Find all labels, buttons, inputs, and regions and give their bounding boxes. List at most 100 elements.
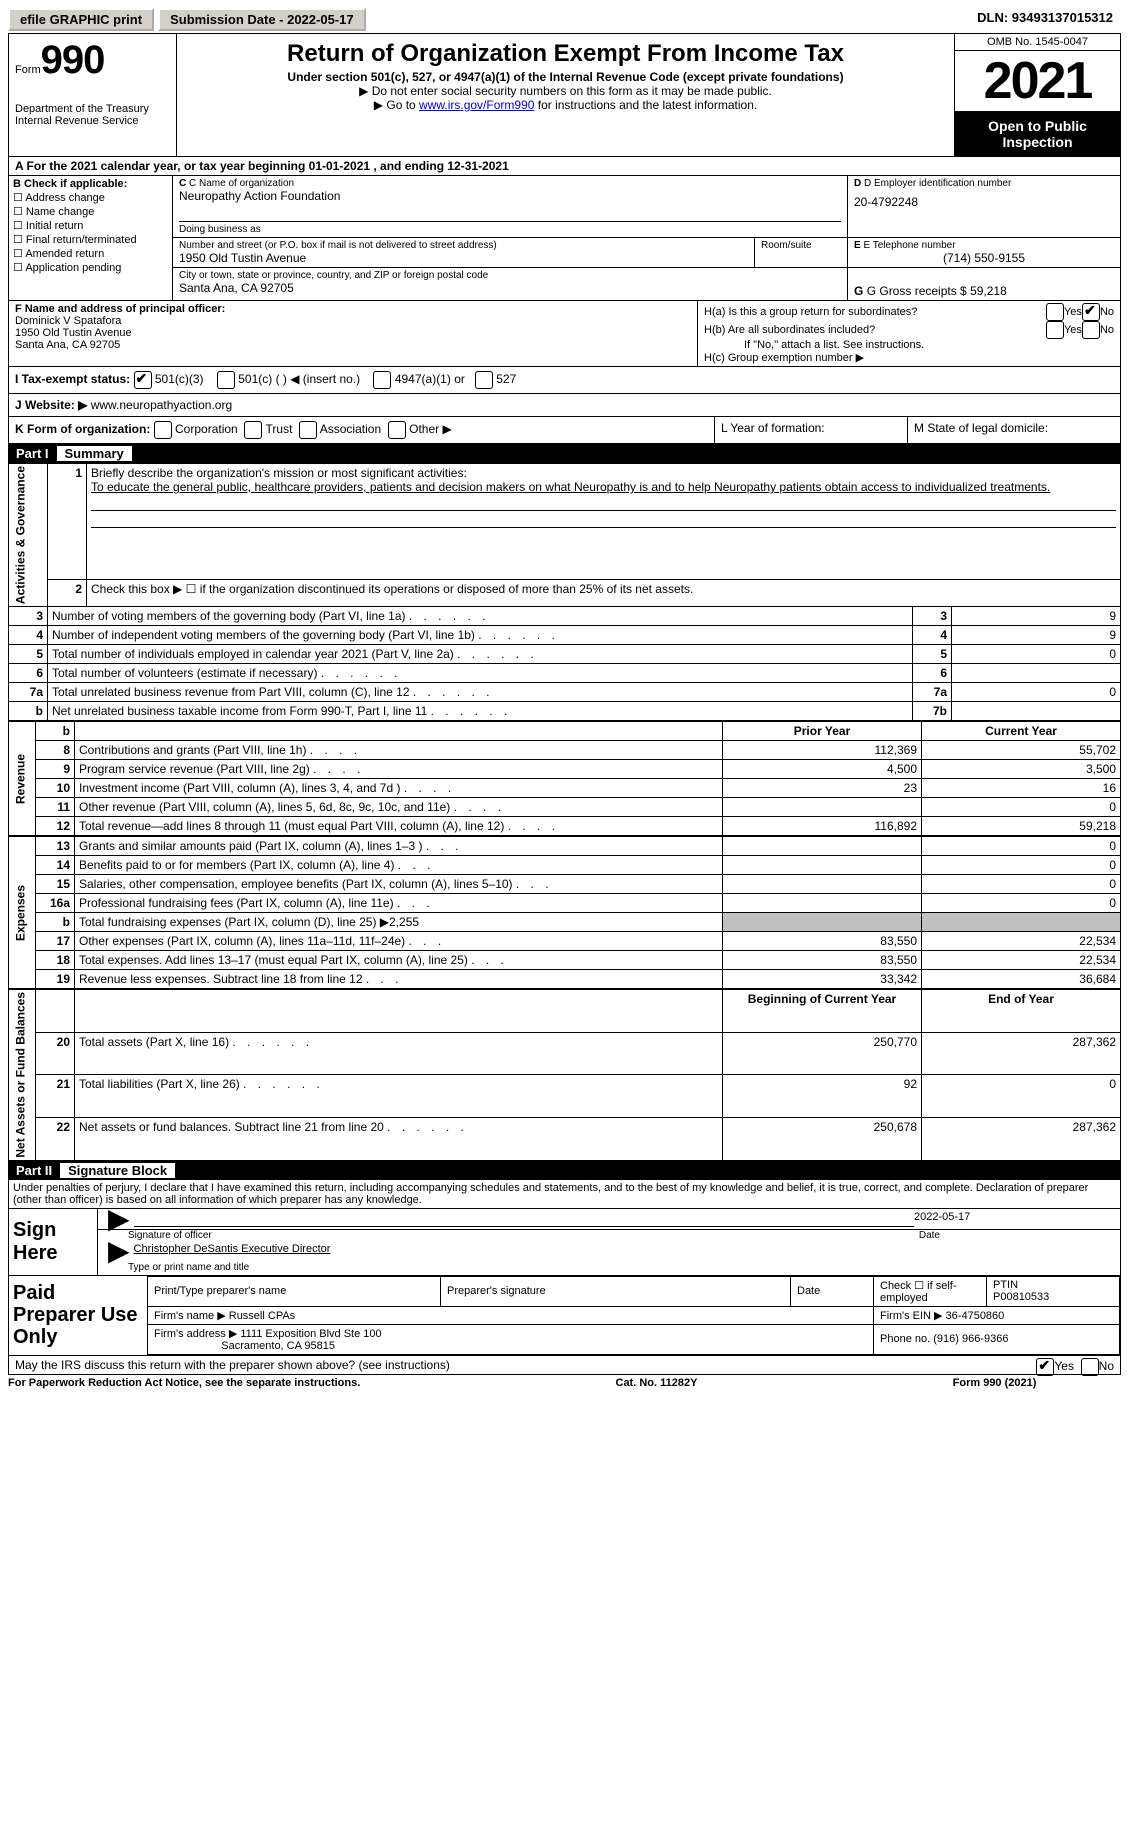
- check-self-employed: Check ☐ if self-employed: [874, 1276, 987, 1306]
- cb-address-change[interactable]: ☐ Address change: [13, 191, 168, 204]
- prep-sig-label: Preparer's signature: [441, 1276, 791, 1306]
- j-label: J Website: ▶: [15, 398, 87, 412]
- header-mid: Return of Organization Exempt From Incom…: [177, 34, 954, 156]
- arrow-icon: ▶: [104, 1243, 134, 1260]
- hb-no-checkbox[interactable]: [1082, 321, 1100, 339]
- room-label: Room/suite: [761, 240, 841, 251]
- q1-label: Briefly describe the organization's miss…: [91, 466, 467, 480]
- submission-date-button[interactable]: Submission Date - 2022-05-17: [158, 8, 366, 31]
- top-bar: efile GRAPHIC print Submission Date - 20…: [8, 8, 1121, 31]
- part2-header: Part II Signature Block: [8, 1161, 1121, 1180]
- discuss-no-checkbox[interactable]: [1081, 1358, 1099, 1376]
- cb-final-return[interactable]: ☐ Final return/terminated: [13, 233, 168, 246]
- part1-label: Part I: [16, 446, 57, 461]
- firm-city: Sacramento, CA 95815: [221, 1340, 335, 1352]
- cb-app-pending[interactable]: ☐ Application pending: [13, 261, 168, 274]
- dln-label: DLN: 93493137015312: [969, 8, 1121, 31]
- ha-yes-checkbox[interactable]: [1046, 303, 1064, 321]
- cb-initial-return[interactable]: ☐ Initial return: [13, 219, 168, 232]
- i-row: I Tax-exempt status: 501(c)(3) 501(c) ( …: [8, 367, 1121, 394]
- footer-mid: Cat. No. 11282Y: [616, 1377, 698, 1389]
- dba-label: Doing business as: [179, 221, 841, 235]
- b-label: B Check if applicable:: [13, 178, 168, 190]
- id-block: C C Name of organization Neuropathy Acti…: [173, 176, 1120, 300]
- form-number: Form990: [15, 38, 170, 83]
- summary-table: Activities & Governance 1 Briefly descri…: [8, 463, 1121, 721]
- prep-date-label: Date: [791, 1276, 874, 1306]
- i-label: I Tax-exempt status:: [15, 372, 130, 386]
- side-governance: Activities & Governance: [9, 464, 48, 607]
- discuss-line: May the IRS discuss this return with the…: [9, 1355, 1120, 1374]
- k-row: K Form of organization: Corporation Trus…: [8, 417, 1121, 444]
- e-label: E Telephone number: [863, 240, 955, 251]
- firm-phone-label: Phone no.: [880, 1333, 930, 1345]
- check-applicable-col: B Check if applicable: ☐ Address change …: [9, 176, 173, 300]
- part1-name: Summary: [57, 446, 132, 461]
- ein: 20-4792248: [854, 195, 1114, 209]
- tax-year: 2021: [955, 51, 1120, 112]
- firm-name-label: Firm's name ▶: [154, 1310, 226, 1322]
- c-label: C Name of organization: [189, 178, 294, 189]
- net-assets-table: Net Assets or Fund BalancesBeginning of …: [8, 989, 1121, 1161]
- cb-501c[interactable]: [217, 371, 235, 389]
- form-prefix: Form: [15, 64, 41, 76]
- l-year-formation: L Year of formation:: [715, 417, 908, 443]
- j-row: J Website: ▶ www.neuropathyaction.org: [8, 394, 1121, 417]
- cb-4947[interactable]: [373, 371, 391, 389]
- h-col: H(a) Is this a group return for subordin…: [698, 301, 1120, 366]
- subtitle-3: ▶ Go to www.irs.gov/Form990 for instruct…: [181, 98, 950, 112]
- header-right: OMB No. 1545-0047 2021 Open to Public In…: [954, 34, 1120, 156]
- irs-form-link[interactable]: www.irs.gov/Form990: [419, 98, 534, 112]
- officer-addr1: 1950 Old Tustin Avenue: [15, 327, 691, 339]
- sig-date: 2022-05-17: [914, 1211, 970, 1223]
- cb-527[interactable]: [475, 371, 493, 389]
- ha-no-checkbox[interactable]: [1082, 303, 1100, 321]
- ha-label: H(a) Is this a group return for subordin…: [704, 306, 1046, 318]
- officer-addr2: Santa Ana, CA 92705: [15, 339, 691, 351]
- firm-phone: (916) 966-9366: [933, 1333, 1008, 1345]
- cb-corp[interactable]: [154, 421, 172, 439]
- firm-ein: 36-4750860: [946, 1310, 1005, 1322]
- sub3-post: for instructions and the latest informat…: [534, 98, 757, 112]
- firm-addr-label: Firm's address ▶: [154, 1328, 237, 1340]
- gross-receipts: 59,218: [970, 284, 1007, 298]
- hc-label: H(c) Group exemption number ▶: [704, 351, 1114, 364]
- cb-name-change[interactable]: ☐ Name change: [13, 205, 168, 218]
- dept-treasury: Department of the Treasury: [15, 103, 170, 115]
- expenses-table: Expenses13Grants and similar amounts pai…: [8, 836, 1121, 989]
- cb-amended[interactable]: ☐ Amended return: [13, 247, 168, 260]
- hb-label: H(b) Are all subordinates included?: [704, 324, 1046, 336]
- arrow-icon: ▶: [104, 1211, 134, 1228]
- city-state-zip: Santa Ana, CA 92705: [179, 281, 841, 295]
- firm-ein-label: Firm's EIN ▶: [880, 1310, 943, 1322]
- cb-other[interactable]: [388, 421, 406, 439]
- subtitle-1: Under section 501(c), 527, or 4947(a)(1)…: [181, 70, 950, 84]
- page-footer: For Paperwork Reduction Act Notice, see …: [8, 1375, 1036, 1391]
- officer-typed-name: Christopher DeSantis Executive Director: [134, 1243, 331, 1260]
- cb-assoc[interactable]: [299, 421, 317, 439]
- type-name-label: Type or print name and title: [98, 1262, 1120, 1273]
- perjury-declaration: Under penalties of perjury, I declare th…: [9, 1180, 1120, 1208]
- hb-note: If "No," attach a list. See instructions…: [704, 339, 1114, 351]
- k-label: K Form of organization:: [15, 422, 150, 436]
- subtitle-2: ▶ Do not enter social security numbers o…: [181, 84, 950, 98]
- irs-label: Internal Revenue Service: [15, 115, 170, 127]
- discuss-yes-checkbox[interactable]: [1036, 1358, 1054, 1376]
- form-header: Form990 Department of the Treasury Inter…: [8, 33, 1121, 157]
- part2-name: Signature Block: [60, 1163, 175, 1178]
- cb-trust[interactable]: [244, 421, 262, 439]
- ptin-label: PTIN: [993, 1279, 1018, 1291]
- revenue-table: RevenuebPrior YearCurrent Year8Contribut…: [8, 721, 1121, 836]
- paid-preparer-table: Print/Type preparer's name Preparer's si…: [147, 1276, 1120, 1355]
- form-990-number: 990: [41, 38, 105, 82]
- hb-yes-checkbox[interactable]: [1046, 321, 1064, 339]
- ptin-value: P00810533: [993, 1291, 1049, 1303]
- paid-preparer-label: Paid Preparer Use Only: [9, 1276, 147, 1355]
- officer-name: Dominick V Spatafora: [15, 315, 691, 327]
- open-inspection: Open to Public Inspection: [955, 112, 1120, 156]
- omb-number: OMB No. 1545-0047: [955, 34, 1120, 51]
- signature-block: Under penalties of perjury, I declare th…: [8, 1180, 1121, 1375]
- sign-here-label: Sign Here: [9, 1209, 98, 1275]
- efile-print-button[interactable]: efile GRAPHIC print: [8, 8, 154, 31]
- cb-501c3[interactable]: [134, 371, 152, 389]
